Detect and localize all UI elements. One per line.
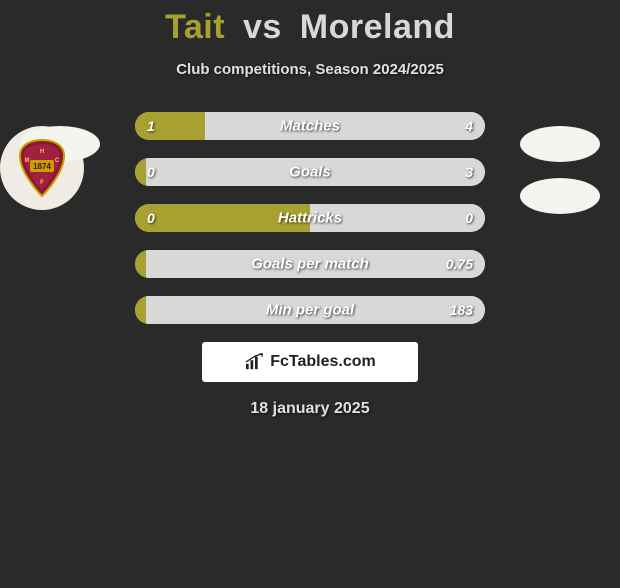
brand-text: FcTables.com [270,353,376,371]
bar-value-right: 0 [465,210,473,226]
svg-text:H: H [40,149,44,155]
bar-value-right: 183 [450,302,473,318]
chart-icon [244,353,266,371]
date-text: 18 january 2025 [0,400,620,418]
crest-year: 1874 [33,162,51,171]
bar-left-fill [135,158,146,186]
bar-label: Hattricks [278,210,342,227]
bar-value-left: 0 [147,164,155,180]
svg-text:C: C [55,158,60,164]
logo-placeholder-right-1 [520,126,600,162]
stat-bar: 0 0 Hattricks [135,204,485,232]
logo-placeholder-right-2 [520,178,600,214]
bar-left-fill [135,250,146,278]
stat-bar: 1 4 Matches [135,112,485,140]
subtitle: Club competitions, Season 2024/2025 [0,61,620,78]
bar-label: Min per goal [266,302,354,319]
bar-label: Goals per match [251,256,369,273]
stat-bar: 0 3 Goals [135,158,485,186]
bar-value-right: 0.75 [446,256,473,272]
svg-text:F: F [40,180,44,186]
bar-value-right: 3 [465,164,473,180]
bar-value-left: 0 [147,210,155,226]
bar-right-fill [205,112,485,140]
player1-name: Tait [165,8,225,46]
bar-value-left: 1 [147,118,155,134]
bar-label: Matches [280,118,340,135]
bar-value-right: 4 [465,118,473,134]
vs-text: vs [243,8,282,46]
svg-text:M: M [25,158,30,164]
stat-bar: 0.75 Goals per match [135,250,485,278]
brand-badge: FcTables.com [202,342,418,382]
bar-left-fill [135,112,205,140]
bar-label: Goals [289,164,331,181]
player2-name: Moreland [300,8,455,46]
bar-left-fill [135,296,146,324]
stat-bar: 183 Min per goal [135,296,485,324]
shield-icon: 1874 H M C F [14,136,70,200]
comparison-title: Tait vs Moreland [0,8,620,47]
